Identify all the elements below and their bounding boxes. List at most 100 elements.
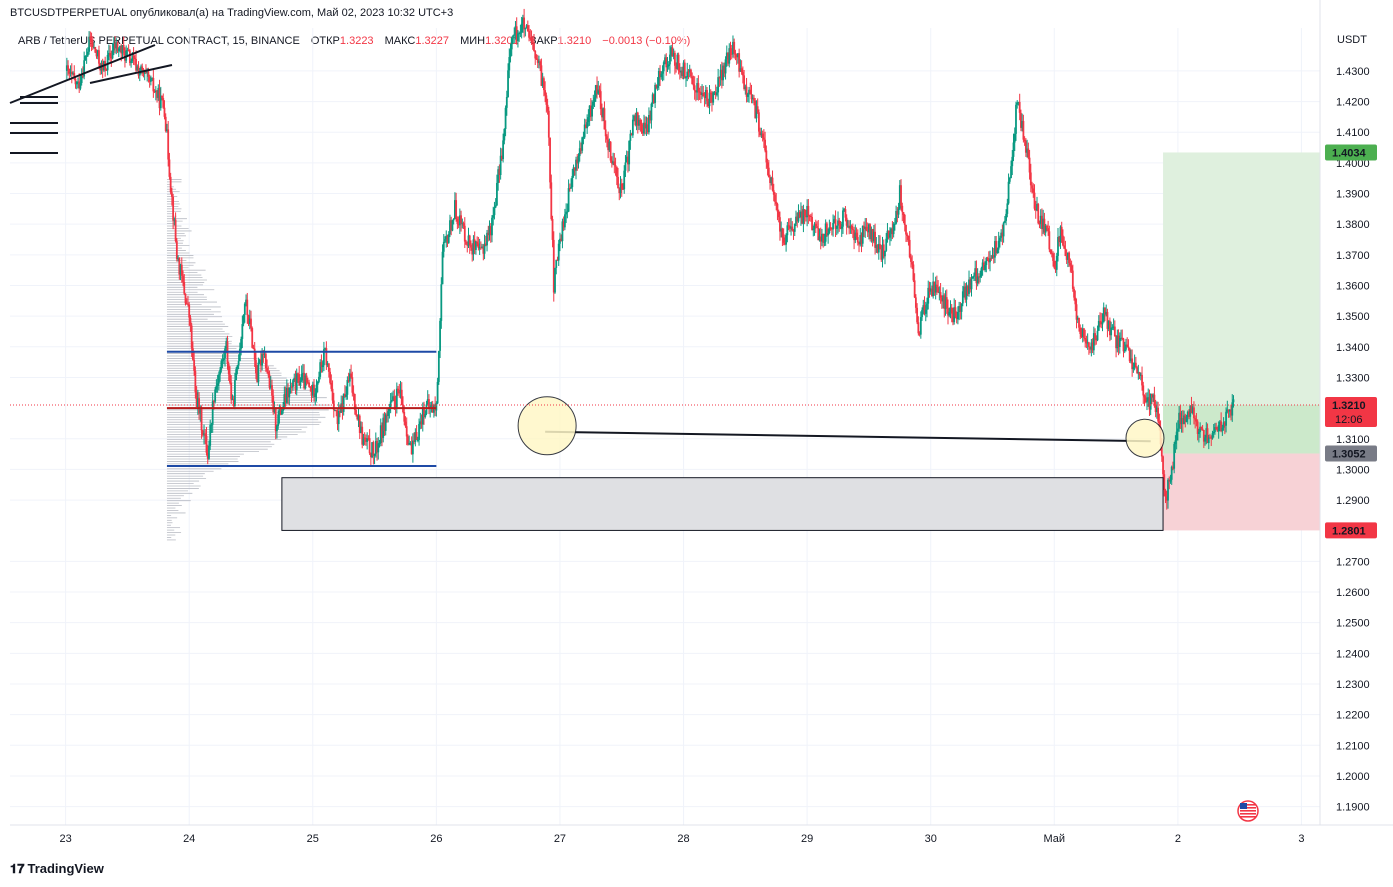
- candle-body: [635, 112, 638, 126]
- candle-body: [934, 284, 937, 293]
- candle-body: [1127, 346, 1130, 349]
- candle-body: [890, 228, 893, 234]
- candle-body: [213, 401, 215, 403]
- candle-body: [305, 375, 308, 383]
- candle-body: [720, 69, 723, 81]
- candle-body: [168, 159, 171, 177]
- candle-body: [306, 382, 309, 384]
- candle-body: [124, 50, 126, 61]
- trendline-drawing[interactable]: [89, 64, 173, 84]
- candle-body: [783, 242, 786, 245]
- candle-body: [1112, 326, 1115, 328]
- candle-body: [248, 318, 251, 325]
- tradingview-logo-icon: 𝟏𝟕: [10, 861, 25, 876]
- candle-body: [1209, 437, 1211, 439]
- candle-body: [697, 83, 700, 92]
- candle-body: [973, 275, 975, 277]
- candle-body: [285, 387, 288, 403]
- candle-body: [456, 219, 459, 225]
- candle-body: [902, 212, 905, 215]
- candle-body: [473, 239, 476, 250]
- candle-body: [1070, 265, 1073, 271]
- y-tick-label: 1.3900: [1336, 189, 1370, 201]
- candle-body: [240, 338, 243, 349]
- candle-body: [839, 224, 842, 229]
- candle-body: [911, 261, 914, 265]
- candle-body: [594, 85, 597, 98]
- candle-body: [487, 232, 490, 236]
- candle-body: [800, 211, 802, 218]
- candle-body: [258, 359, 261, 363]
- candle-body: [664, 57, 666, 63]
- drawings[interactable]: [9, 44, 1320, 531]
- candle-body: [1050, 253, 1053, 255]
- candle-body: [745, 86, 748, 97]
- price-axis[interactable]: USDT 1.4300 1.4200 1.4100 1.4000 1.3900 1.3800…: [1319, 0, 1377, 825]
- candle-body: [477, 243, 480, 249]
- candle-body: [1179, 412, 1182, 425]
- candle-body: [131, 55, 134, 62]
- candle-body: [832, 222, 834, 230]
- candle-body: [1075, 304, 1078, 320]
- candle-body: [470, 244, 472, 248]
- candle-body: [350, 373, 352, 378]
- candle-body: [1223, 422, 1226, 426]
- candle-body: [1115, 336, 1117, 349]
- candle-body: [971, 276, 974, 279]
- candle-body: [68, 69, 71, 74]
- candle-body: [1048, 231, 1051, 250]
- candle-body: [1164, 490, 1167, 497]
- candle-body: [299, 380, 302, 386]
- candle-body: [1149, 393, 1152, 410]
- candle-body: [604, 129, 607, 137]
- candle-body: [917, 322, 920, 334]
- candle-body: [682, 62, 685, 77]
- candle-body: [1130, 358, 1132, 362]
- candle-body: [400, 389, 403, 405]
- candle-body: [758, 112, 760, 132]
- tradingview-logo[interactable]: 𝟏𝟕 TradingView: [10, 861, 104, 877]
- candle-body: [203, 433, 205, 436]
- candle-body: [1228, 409, 1231, 412]
- demand-zone-box[interactable]: [281, 477, 1164, 531]
- candle-body: [573, 167, 576, 171]
- candle-body: [1044, 225, 1047, 233]
- candle-body: [217, 374, 220, 384]
- trendline-drawing[interactable]: [9, 44, 156, 104]
- candle-body: [106, 54, 109, 71]
- highlight-circle[interactable]: [1125, 418, 1165, 458]
- candle-body: [1032, 188, 1035, 193]
- candle-body: [126, 49, 129, 51]
- x-tick-label: 26: [430, 833, 442, 845]
- candle-body: [204, 433, 207, 436]
- candle-body: [1090, 342, 1093, 350]
- candle-body: [518, 33, 521, 35]
- trendline[interactable]: [545, 430, 1151, 443]
- candle-body: [980, 268, 983, 277]
- candle-body: [549, 137, 551, 183]
- candle-body: [656, 85, 659, 88]
- candle-body: [1206, 428, 1209, 444]
- candle-body: [581, 137, 584, 151]
- candle-body: [928, 287, 931, 292]
- candle-body: [468, 235, 471, 245]
- highlight-circle[interactable]: [517, 396, 577, 456]
- candle-body: [441, 251, 444, 285]
- candle-body: [376, 441, 378, 453]
- candle-body: [1170, 466, 1173, 480]
- close-value: 1.3210: [557, 35, 592, 47]
- candle-body: [411, 440, 414, 455]
- candle-body: [755, 106, 758, 119]
- candle-body: [545, 95, 548, 105]
- candle-body: [959, 306, 962, 312]
- candle-body: [381, 425, 383, 438]
- candle-body: [838, 220, 841, 225]
- candle-body: [77, 81, 79, 83]
- candle-body: [278, 407, 281, 415]
- candle-body: [504, 107, 507, 129]
- candle-body: [601, 109, 603, 118]
- us-flag-icon[interactable]: [1237, 800, 1259, 822]
- candle-body: [851, 229, 854, 231]
- time-axis[interactable]: 23 24 25 26 27 28 29 30 Май 2 3: [10, 824, 1393, 845]
